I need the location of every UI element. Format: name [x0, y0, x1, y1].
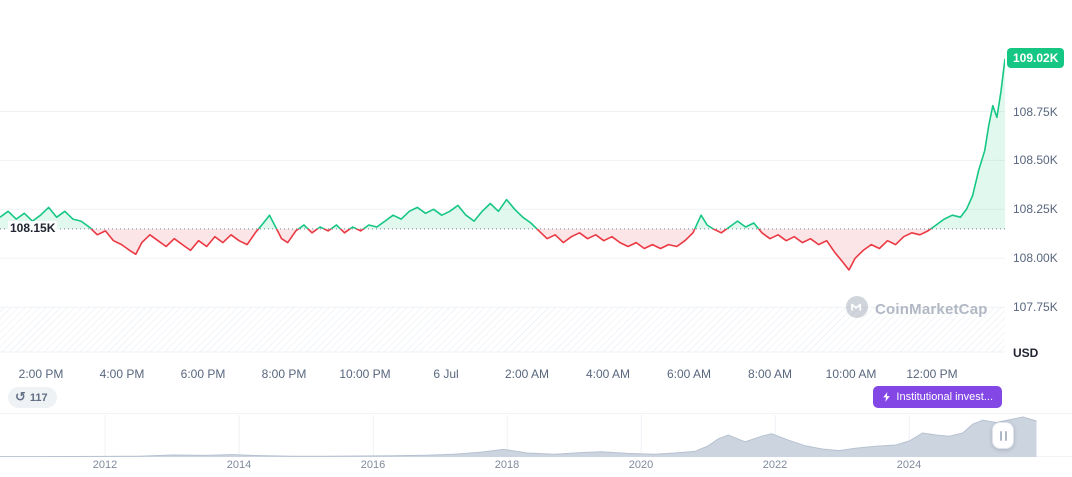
coinmarketcap-logo-icon — [846, 296, 868, 323]
current-price-badge: 109.02K — [1007, 48, 1065, 68]
price-axis: 108.75K 108.50K 108.25K 108.00K 107.75K — [1005, 0, 1072, 360]
price-tick-label: 108.25K — [1013, 202, 1058, 216]
annotation-label: Institutional invest... — [896, 391, 993, 403]
timeline-minimap[interactable] — [0, 413, 1072, 457]
year-tick-label: 2024 — [896, 459, 922, 471]
coinmarketcap-watermark: CoinMarketCap — [846, 296, 988, 323]
price-tick-label: 108.75K — [1013, 105, 1058, 119]
timeline-drag-handle[interactable] — [992, 422, 1014, 449]
time-tick-label: 10:00 PM — [339, 367, 391, 381]
minimap-area — [0, 417, 1037, 457]
time-tick-label: 4:00 AM — [585, 367, 631, 381]
history-icon: ↺ — [15, 390, 26, 405]
timeline-year-labels: 2012 2014 2016 2018 2020 2022 2024 — [0, 459, 1072, 475]
history-badge[interactable]: ↺ 117 — [8, 387, 57, 408]
time-tick-label: 2:00 PM — [18, 367, 64, 381]
price-tick-label: 108.50K — [1013, 153, 1058, 167]
minimap-canvas — [0, 415, 1037, 457]
year-tick-label: 2022 — [762, 459, 788, 471]
time-tick-label: 6:00 AM — [666, 367, 712, 381]
year-tick-label: 2020 — [628, 459, 654, 471]
year-tick-label: 2014 — [226, 459, 252, 471]
baseline-price-label: 108.15K — [8, 221, 58, 236]
time-axis: 2:00 PM 4:00 PM 6:00 PM 8:00 PM 10:00 PM 6 Ju… — [0, 360, 1005, 384]
minimap-line — [0, 416, 1037, 457]
hatch-band — [0, 307, 1005, 352]
time-tick-label: 6:00 PM — [180, 367, 226, 381]
year-tick-label: 2016 — [360, 459, 386, 471]
time-tick-label: 12:00 PM — [906, 367, 958, 381]
price-tick-label: 107.75K — [1013, 300, 1058, 314]
currency-label: USD — [1013, 346, 1039, 360]
handle-grip-bar — [999, 430, 1002, 441]
main-price-chart[interactable]: 108.15K CoinMarketCap — [0, 0, 1005, 360]
time-tick-label: 8:00 PM — [261, 367, 307, 381]
handle-grip-bar — [1004, 430, 1007, 441]
price-line-down — [90, 228, 933, 271]
year-tick-label: 2018 — [494, 459, 520, 471]
time-tick-label: 8:00 AM — [747, 367, 793, 381]
year-tick-label: 2012 — [92, 459, 118, 471]
price-tick-label: 108.00K — [1013, 251, 1058, 265]
time-tick-label: 4:00 PM — [99, 367, 145, 381]
main-chart-canvas — [0, 58, 1005, 353]
lightning-icon — [882, 391, 891, 403]
time-tick-label: 10:00 AM — [825, 367, 877, 381]
time-tick-label: 6 Jul — [433, 367, 459, 381]
price-line-up — [0, 58, 1005, 229]
area-fill-down — [91, 228, 931, 270]
institutional-investment-badge[interactable]: Institutional invest... — [873, 386, 1002, 408]
time-tick-label: 2:00 AM — [504, 367, 550, 381]
history-count: 117 — [29, 391, 48, 404]
watermark-text: CoinMarketCap — [875, 301, 988, 318]
